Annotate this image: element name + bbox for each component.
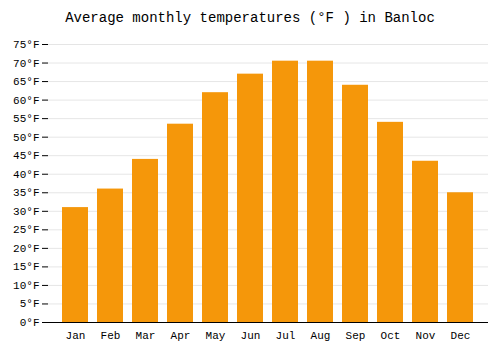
svg-text:50°F: 50°F: [13, 132, 39, 144]
svg-text:25°F: 25°F: [13, 224, 39, 236]
svg-text:15°F: 15°F: [13, 261, 39, 273]
svg-text:Apr: Apr: [171, 330, 191, 342]
svg-text:10°F: 10°F: [13, 280, 39, 292]
svg-text:20°F: 20°F: [13, 243, 39, 255]
svg-text:55°F: 55°F: [13, 113, 39, 125]
svg-text:5°F: 5°F: [20, 298, 40, 310]
svg-text:35°F: 35°F: [13, 187, 39, 199]
svg-text:Oct: Oct: [381, 330, 401, 342]
svg-text:Feb: Feb: [101, 330, 121, 342]
html-text:Average monthly temperatures (: Average monthly temperatures (°F ) in Ba…: [65, 10, 435, 26]
svg-text:Jul: Jul: [276, 330, 296, 342]
svg-text:45°F: 45°F: [13, 150, 39, 162]
svg-text:Nov: Nov: [416, 330, 436, 342]
svg-text:May: May: [206, 330, 226, 342]
svg-text:75°F: 75°F: [13, 39, 39, 51]
svg-text:Jan: Jan: [66, 330, 86, 342]
svg-text:Mar: Mar: [136, 330, 156, 342]
svg-text:70°F: 70°F: [13, 58, 39, 70]
svg-text:Aug: Aug: [311, 330, 331, 342]
svg-text:60°F: 60°F: [13, 95, 39, 107]
svg-text:65°F: 65°F: [13, 76, 39, 88]
svg-text:Sep: Sep: [346, 330, 366, 342]
svg-text:30°F: 30°F: [13, 206, 39, 218]
svg-text:0°F: 0°F: [20, 317, 40, 329]
svg-text:40°F: 40°F: [13, 169, 39, 181]
svg-text:Jun: Jun: [241, 330, 261, 342]
svg-text:Dec: Dec: [451, 330, 471, 342]
